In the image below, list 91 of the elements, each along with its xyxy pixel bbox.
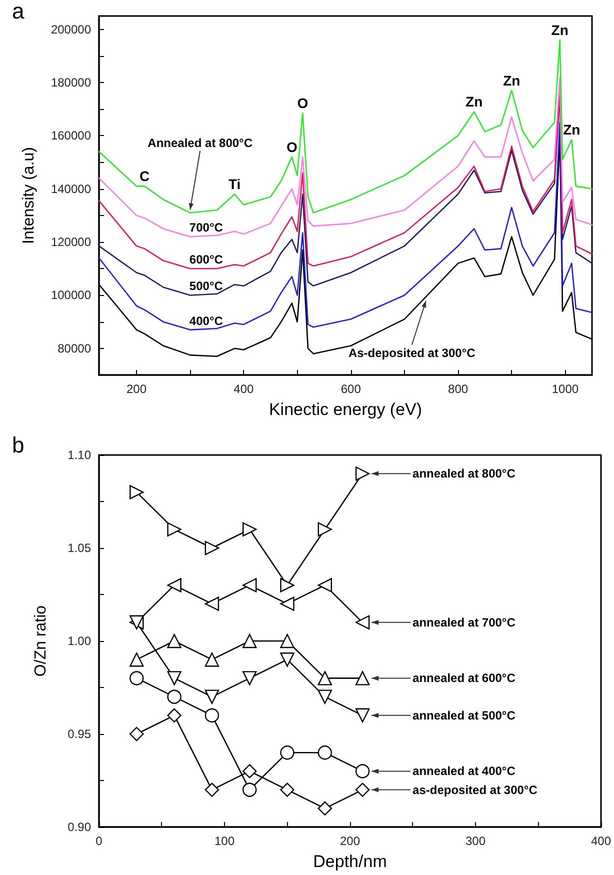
annotation: O (297, 95, 308, 112)
annotation: O (286, 138, 298, 155)
text: as-deposited at 300°C (412, 782, 538, 797)
point (204, 540, 220, 556)
y-tick-label: 180000 (50, 75, 92, 90)
annotation: 600°C (189, 252, 224, 267)
point (242, 764, 257, 778)
point (355, 782, 370, 797)
text: annealed at 400°C (412, 764, 516, 778)
point (280, 652, 294, 667)
point (280, 634, 294, 648)
x-tick-label: 800 (448, 382, 468, 396)
annotation: 700°C (189, 220, 224, 235)
y-tick-label: 1.10 (68, 448, 92, 462)
x-axis-title: Kinectic energy (eV) (268, 400, 422, 419)
y-tick-label: 120000 (50, 235, 92, 250)
point (167, 634, 182, 648)
x-tick-label: 0 (96, 834, 103, 848)
point (167, 522, 182, 536)
y-tick-label: 0.90 (68, 820, 92, 834)
text: annealed at 600°C (412, 671, 516, 686)
y-axis-title: O/Zn ratio (32, 605, 50, 677)
text: annealed at 700°C (412, 615, 516, 630)
y-tick-label: 140000 (50, 182, 92, 196)
x-tick-label: 600 (340, 382, 362, 396)
chart-title: b (12, 432, 24, 458)
point (280, 782, 294, 797)
annotation: Zn (503, 72, 520, 88)
annotation: Zn (466, 94, 483, 110)
point (204, 652, 220, 667)
point (242, 671, 257, 686)
annotation: Zn (551, 22, 568, 38)
point (130, 671, 144, 686)
point (242, 578, 257, 592)
point (355, 615, 370, 630)
point (242, 782, 257, 797)
point (318, 671, 332, 686)
line-series (98, 39, 593, 214)
x-tick-label: 300 (465, 834, 486, 848)
point (355, 466, 370, 481)
y-axis-title: Intensity (a.u) (20, 147, 38, 244)
x-tick-label: 200 (340, 834, 360, 848)
point (167, 671, 182, 686)
point (204, 690, 220, 704)
point (167, 708, 182, 722)
annotation: 400°C (189, 314, 224, 328)
x-tick-label: 200 (126, 382, 147, 396)
point (355, 764, 370, 778)
point (355, 708, 370, 722)
line-series (98, 76, 593, 238)
annotation: 500°C (189, 279, 224, 294)
y-tick-label: 100000 (50, 288, 92, 302)
annotation: Annealed at 800°C (148, 136, 253, 150)
x-tick-label: 400 (234, 382, 254, 396)
x-axis-title: Depth/nm (313, 852, 387, 871)
point (130, 726, 144, 742)
annotation: C (139, 168, 150, 184)
point (318, 746, 332, 760)
y-tick-label: 1.00 (68, 634, 92, 648)
y-tick-label: 160000 (50, 128, 92, 143)
annotation: As-deposited at 300°C (348, 346, 476, 360)
point (318, 578, 332, 592)
point (167, 690, 182, 704)
point (130, 652, 144, 667)
point (280, 746, 294, 760)
point (280, 596, 294, 611)
annotation: Zn (563, 122, 580, 138)
point (318, 690, 332, 704)
point (204, 782, 220, 797)
line-series (98, 122, 593, 330)
x-tick-label: 400 (590, 834, 612, 848)
point (204, 708, 220, 722)
point (355, 671, 370, 686)
text: annealed at 500°C (412, 708, 516, 722)
chart-title: a (12, 0, 25, 24)
point (204, 596, 220, 611)
point (167, 578, 182, 592)
point (242, 522, 257, 536)
point (130, 485, 144, 500)
y-tick-label: 0.95 (68, 727, 92, 741)
x-tick-label: 100 (214, 834, 235, 848)
point (318, 522, 332, 536)
y-tick-label: 200000 (50, 22, 92, 36)
y-tick-label: 80000 (58, 341, 92, 356)
x-tick-label: 1000 (552, 382, 579, 396)
point (280, 578, 294, 592)
point (318, 801, 332, 816)
annotation: Ti (228, 176, 241, 192)
text: annealed at 800°C (412, 466, 516, 481)
y-tick-label: 1.05 (68, 541, 92, 555)
point (242, 634, 257, 648)
